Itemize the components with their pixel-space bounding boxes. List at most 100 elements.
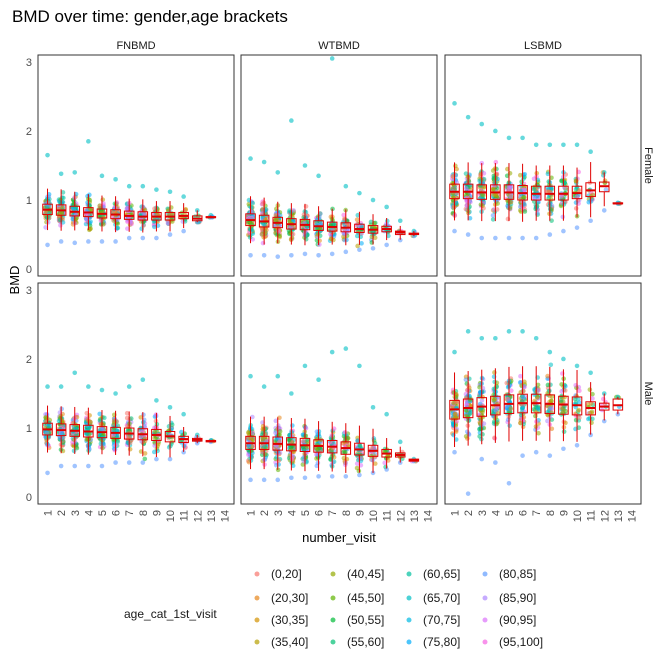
- data-point: [545, 373, 550, 379]
- data-point: [505, 396, 511, 402]
- boxplot-visit-7: [123, 198, 135, 232]
- data-point: [493, 159, 499, 165]
- boxplot-visit-1: [245, 416, 256, 470]
- data-point: [183, 207, 188, 213]
- data-point-min: [302, 475, 308, 481]
- data-point: [45, 220, 51, 225]
- boxplot-visit-11: [178, 426, 189, 452]
- data-point: [152, 443, 157, 448]
- legend-item: (90,95]: [482, 613, 536, 627]
- data-point: [71, 206, 76, 211]
- boxplot-visit-5: [299, 418, 311, 472]
- data-point: [577, 415, 582, 420]
- x-tick-label: 7: [124, 510, 136, 516]
- data-point-min: [248, 477, 253, 483]
- boxplot-visit-4: [83, 407, 94, 455]
- data-point: [100, 445, 105, 451]
- data-point-min: [533, 449, 539, 455]
- data-point-max: [533, 142, 539, 148]
- panel-border: [444, 54, 642, 277]
- data-point: [303, 425, 309, 431]
- data-point: [478, 426, 484, 431]
- data-point: [490, 217, 496, 222]
- data-point-max: [520, 135, 525, 141]
- data-point-min: [275, 254, 281, 259]
- data-point: [521, 421, 526, 427]
- data-point: [463, 434, 469, 439]
- boxplot-visit-5: [503, 366, 515, 442]
- x-tick-label: 1: [450, 510, 462, 516]
- x-tick-label: 9: [354, 510, 366, 516]
- data-point-max: [343, 346, 349, 351]
- boxplot-visit-7: [326, 421, 338, 472]
- panel-border: [37, 282, 235, 505]
- data-point: [262, 222, 267, 228]
- data-point-max: [384, 204, 389, 210]
- data-point: [59, 406, 64, 412]
- data-point: [522, 202, 527, 207]
- data-point: [329, 455, 334, 460]
- data-point: [102, 415, 107, 421]
- data-point: [315, 447, 320, 453]
- data-point: [481, 193, 486, 198]
- data-point: [359, 231, 365, 236]
- data-point-min: [99, 463, 105, 469]
- legend-item: (45,50]: [330, 591, 384, 605]
- data-point: [127, 446, 133, 452]
- legend-label: (75,80]: [423, 635, 460, 649]
- data-point-min: [302, 251, 308, 257]
- data-point: [492, 396, 498, 402]
- legend-swatch: [482, 617, 488, 623]
- legend-swatch: [482, 571, 488, 577]
- data-point: [574, 194, 580, 200]
- data-point: [545, 382, 551, 388]
- boxplot-visit-8: [137, 412, 149, 457]
- boxplots: [245, 416, 420, 473]
- data-point: [357, 443, 362, 448]
- x-tick-label: 3: [273, 510, 285, 516]
- boxplot-visit-9: [354, 425, 365, 473]
- data-point: [481, 171, 487, 176]
- x-axis-title: number_visit: [302, 530, 376, 545]
- boxplot-visit-6: [110, 196, 121, 233]
- data-point: [547, 405, 553, 411]
- data-point: [522, 384, 527, 390]
- data-point-max: [140, 183, 146, 189]
- y-tick-label: 0: [26, 264, 32, 276]
- data-point-min: [601, 208, 607, 213]
- boxplot-visit-8: [137, 199, 149, 233]
- data-point: [603, 187, 609, 192]
- boxplot-visit-11: [178, 203, 189, 229]
- data-point: [464, 429, 470, 435]
- data-point-max: [357, 190, 362, 196]
- data-point: [60, 190, 66, 195]
- legend-label: (30,35]: [271, 613, 308, 627]
- data-point: [590, 391, 595, 397]
- data-point: [494, 207, 500, 212]
- data-point: [535, 177, 541, 183]
- data-point: [522, 209, 528, 214]
- data-point-max: [140, 377, 146, 382]
- legend-item: (40,45]: [330, 567, 384, 581]
- data-point: [343, 449, 348, 455]
- legend-swatch: [406, 595, 412, 601]
- legend: (0,20] (20,30] (30,35] (35,40] (40,45] (45,50…: [254, 567, 543, 649]
- boxplot-visit-6: [313, 421, 324, 471]
- data-point: [250, 414, 255, 420]
- data-point: [355, 243, 360, 249]
- data-point-min: [493, 235, 498, 241]
- legend-label: (85,90]: [499, 591, 536, 605]
- data-point: [261, 426, 266, 432]
- data-point-min: [561, 446, 566, 452]
- data-point-min: [140, 460, 146, 465]
- data-point: [382, 460, 387, 466]
- data-point: [508, 388, 514, 393]
- legend-swatch: [254, 617, 260, 623]
- boxplot-visit-2: [55, 189, 67, 231]
- data-point: [57, 200, 63, 205]
- boxplot-visit-9: [151, 412, 162, 458]
- data-point: [531, 186, 537, 192]
- boxplot-visit-3: [476, 369, 488, 445]
- data-point: [303, 204, 309, 209]
- data-point: [464, 185, 469, 191]
